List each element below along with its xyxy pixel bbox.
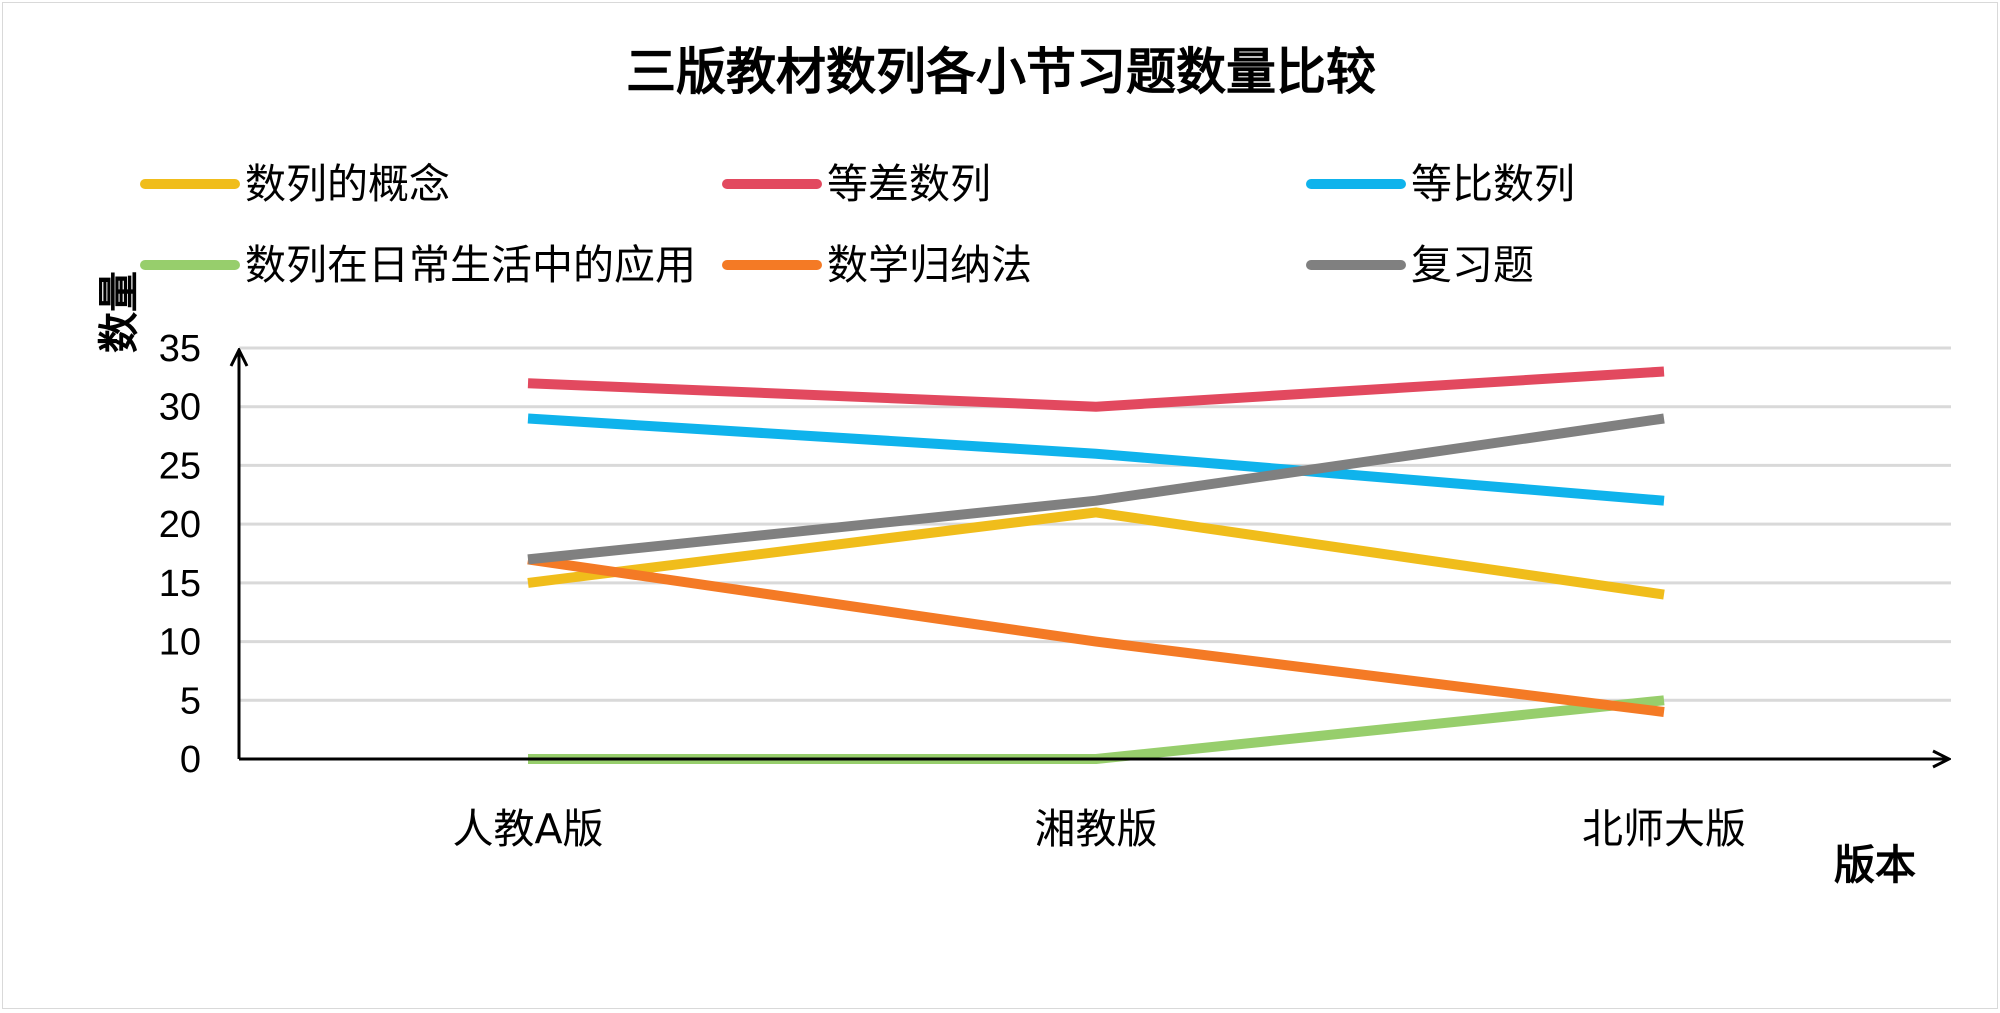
series-line (527, 413, 1665, 506)
y-tick-label: 0 (180, 739, 201, 781)
y-tick-label: 10 (159, 622, 201, 664)
legend-label: 数列在日常生活中的应用 (245, 241, 696, 289)
legend-label: 等比数列 (1411, 160, 1575, 208)
series-line (527, 366, 1665, 412)
y-tick-label: 30 (159, 387, 201, 429)
x-tick-label: 湘教版 (1035, 805, 1158, 853)
y-tick-label: 25 (159, 445, 201, 487)
legend-label: 复习题 (1411, 241, 1534, 289)
legend-label: 数列的概念 (245, 160, 450, 208)
y-axis-ticks: 0 5 10 15 20 25 30 35 (159, 328, 201, 781)
x-tick-label: 人教A版 (452, 805, 603, 853)
x-tick-label: 北师大版 (1582, 805, 1746, 853)
x-axis-title: 版本 (1834, 841, 1916, 889)
legend-label: 数学归纳法 (827, 241, 1032, 289)
y-tick-label: 15 (159, 563, 201, 605)
series-line (527, 507, 1665, 600)
chart-title: 三版教材数列各小节习题数量比较 (626, 43, 1376, 101)
y-tick-label: 20 (159, 504, 201, 546)
x-axis-ticks: 人教A版 湘教版 北师大版 (452, 805, 1746, 853)
series-line (527, 413, 1665, 565)
series-line (527, 554, 1665, 717)
series-line (528, 695, 1665, 764)
line-chart: 三版教材数列各小节习题数量比较 数列的概念 等差数列 等比数列数列在日常生活中的应用… (95, 43, 1951, 889)
y-axis-title: 数量 (95, 271, 143, 353)
y-tick-label: 5 (180, 680, 201, 722)
gridlines (239, 346, 1951, 702)
legend-label: 等差数列 (827, 160, 991, 208)
y-tick-label: 35 (159, 328, 201, 370)
